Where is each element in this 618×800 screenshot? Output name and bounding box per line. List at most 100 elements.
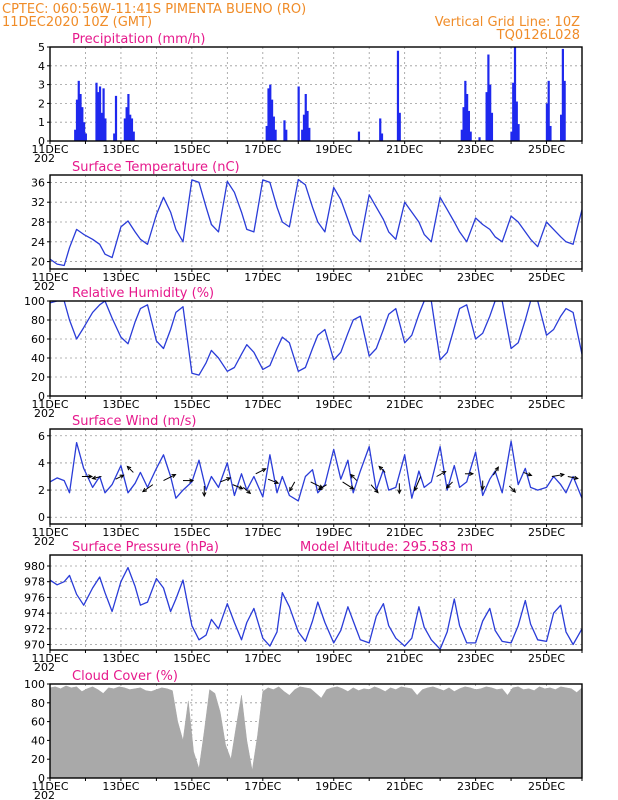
wind-arrow-head (274, 479, 280, 484)
precip-bar (489, 84, 492, 141)
panel-frame (49, 683, 583, 779)
x-tick-label: 25DEC (528, 780, 565, 793)
precip-bar (113, 133, 116, 141)
x-tick-label: 13DEC (102, 652, 139, 665)
precip-bar (297, 86, 300, 141)
precip-bar (466, 94, 469, 141)
panel-frame (49, 554, 583, 651)
wind-arrow (255, 468, 267, 475)
y-tick-label: 974 (24, 607, 45, 620)
wind-arrow (445, 481, 453, 489)
precip-bar (104, 118, 107, 141)
x-tick-label: 17DEC (244, 398, 281, 411)
wind-arrow (126, 465, 134, 473)
series-group (74, 47, 566, 141)
wind-arrow-shaft (92, 476, 102, 479)
x-tick-label: 11DEC (31, 652, 68, 665)
y-tick-label: 60 (31, 333, 45, 346)
wind-arrow-head (289, 486, 294, 492)
precip-bar (132, 131, 135, 141)
precip-bar (270, 99, 274, 141)
y-tick-label: 36 (31, 176, 45, 189)
wind-arrow-shaft (126, 466, 134, 473)
precip-bar (95, 82, 98, 141)
wind-arrow (523, 471, 533, 477)
chart-panel-6: 0 20 40 60 80 100 11DEC 13DEC 15DEC 17DEC 19DEC 21D… (24, 669, 583, 800)
precip-bar (396, 50, 400, 141)
panel-frame (49, 300, 583, 397)
series-line (50, 440, 582, 502)
wind-arrow-shaft (523, 471, 532, 476)
wind-arrow-shaft (370, 484, 379, 493)
wind-arrow-shaft (115, 474, 124, 480)
precip-bar (285, 129, 288, 141)
wind-arrow (267, 478, 280, 484)
precip-bar (306, 110, 309, 141)
precip-bar (467, 110, 470, 141)
x-tick-label: 25DEC (528, 398, 565, 411)
chart-panel-2: 20 24 28 32 36 11DEC 13DEC 15DEC 17DEC 19DEC 21DEC… (31, 160, 583, 293)
x-tick-label: 21DEC (386, 271, 423, 284)
precip-bar (114, 95, 118, 141)
wind-arrow-shaft (267, 478, 279, 484)
x-tick-label: 19DEC (315, 652, 352, 665)
precip-bar (478, 137, 481, 141)
x-tick-label: 15DEC (173, 780, 210, 793)
x-tick-label: 19DEC (315, 526, 352, 539)
y-tick-label: 4 (38, 457, 45, 470)
precip-bar (469, 131, 472, 141)
x-tick-label: 17DEC (244, 143, 281, 156)
x-tick-label: 17DEC (244, 271, 281, 284)
x-tick-label: 13DEC (102, 271, 139, 284)
x-tick-label: 23DEC (457, 652, 494, 665)
panel-frame (49, 174, 583, 270)
precip-bar (379, 118, 382, 141)
x-year-label: 202 (34, 661, 55, 674)
precip-bar (301, 129, 304, 141)
precip-bar (547, 80, 550, 141)
x-tick-label: 19DEC (315, 143, 352, 156)
wind-arrow-head (189, 478, 195, 483)
wind-arrow-head (317, 485, 323, 491)
wind-arrow-head (171, 474, 177, 479)
series-group (50, 178, 582, 267)
precip-bar (563, 80, 566, 141)
chart-panels: 0 1 2 3 4 5 11DEC 13DEC 15DEC 17DEC 19DEC 21DEC 23DE… (24, 32, 583, 800)
precip-bar (561, 48, 564, 141)
x-tick-label: 21DEC (386, 143, 423, 156)
wind-arrow (115, 474, 125, 480)
x-tick-label: 17DEC (244, 780, 281, 793)
wind-arrow-shaft (378, 466, 386, 473)
y-tick-label: 3 (38, 79, 45, 92)
precip-bar (125, 107, 128, 141)
x-tick-label: 19DEC (315, 780, 352, 793)
precip-bar (269, 84, 272, 141)
wind-arrow (91, 475, 102, 480)
wind-arrow (349, 473, 358, 481)
precip-bar (490, 112, 494, 141)
wind-arrow-shaft (350, 474, 358, 481)
x-tick-label: 17DEC (244, 526, 281, 539)
x-tick-label: 25DEC (528, 652, 565, 665)
y-tick-label: 1 (38, 116, 45, 129)
x-tick-label: 11DEC (31, 271, 68, 284)
y-tick-label: 976 (24, 591, 45, 604)
series-line (50, 301, 582, 376)
x-tick-label: 19DEC (315, 271, 352, 284)
chart-panel-1: 0 1 2 3 4 5 11DEC 13DEC 15DEC 17DEC 19DEC 21DEC 23DE… (31, 32, 583, 165)
x-tick-label: 15DEC (173, 143, 210, 156)
wind-arrow-head (378, 465, 384, 471)
x-tick-label: 11DEC (31, 143, 68, 156)
x-year-label: 202 (34, 535, 55, 548)
precip-bar (485, 92, 488, 141)
y-tick-label: 970 (24, 639, 45, 652)
wind-arrow-head (469, 471, 475, 476)
y-tick-label: 80 (31, 697, 45, 710)
wind-arrow-head (413, 486, 418, 492)
precip-bar (283, 120, 286, 141)
wind-arrow-shaft (220, 477, 231, 483)
precip-bar (79, 94, 82, 141)
chart-panel-4: 0 2 4 6 11DEC 13DEC 15DEC 17DEC 19DEC 21DEC 23DEC 2… (31, 414, 583, 548)
wind-arrow (220, 477, 232, 483)
precip-bar (81, 107, 84, 141)
